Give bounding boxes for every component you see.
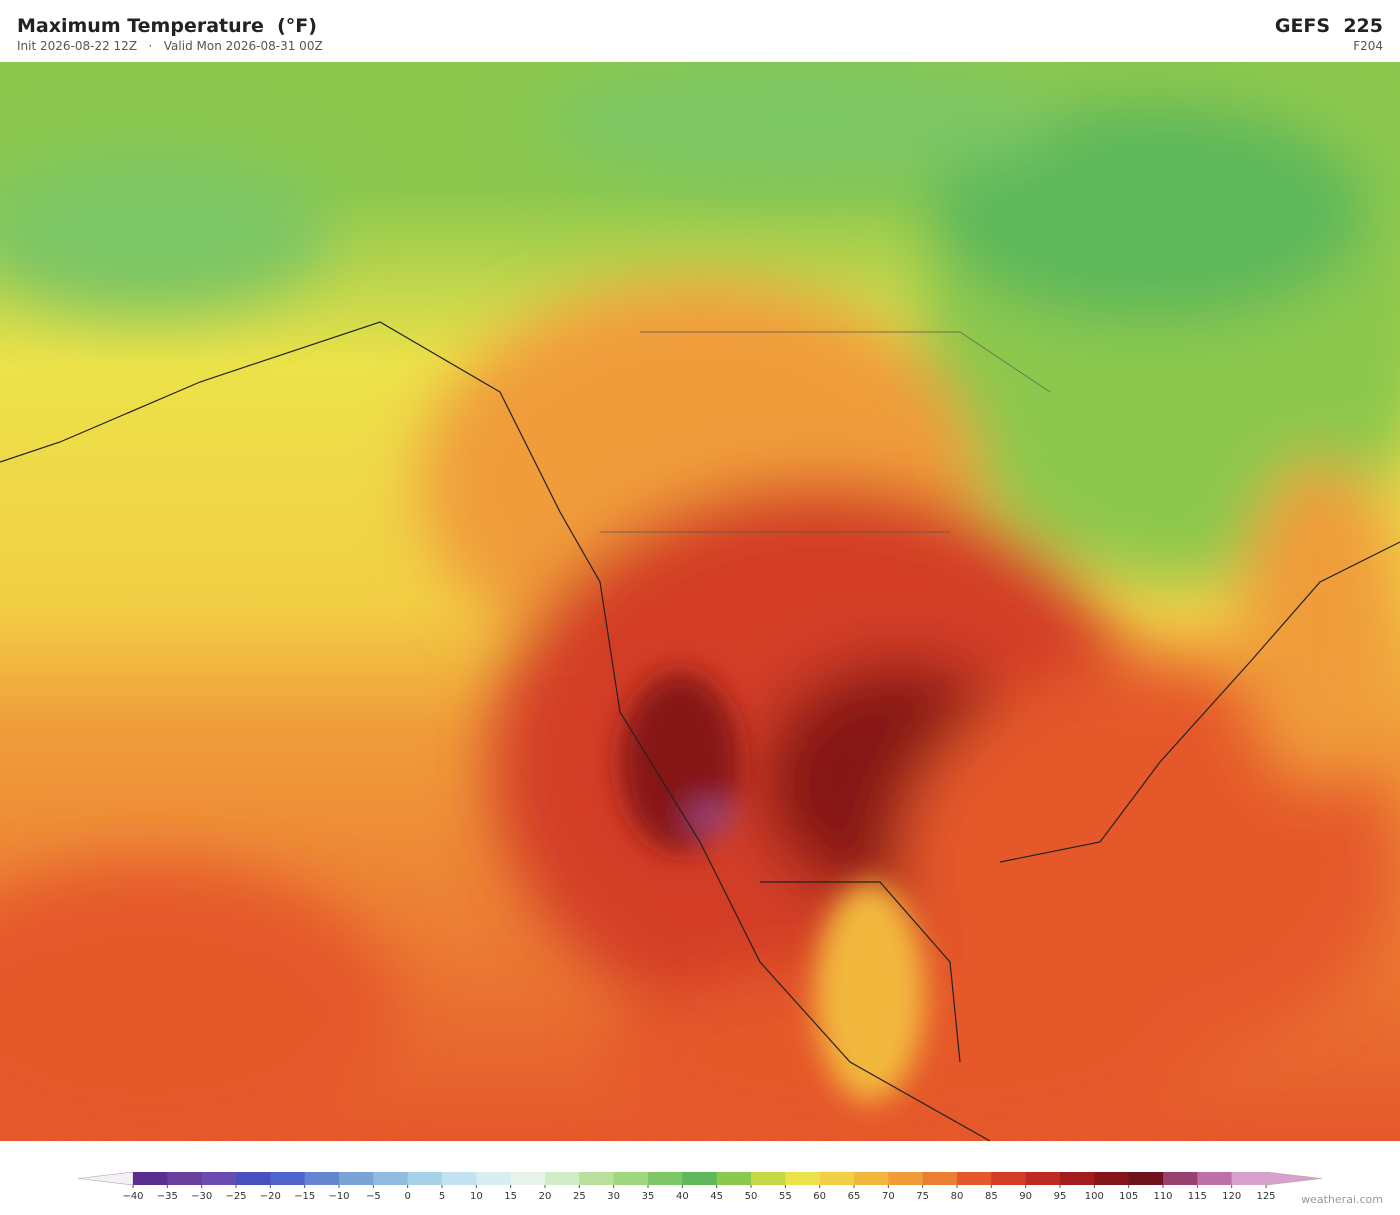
map bbox=[0, 62, 1400, 1141]
colorbar-tick-label: −10 bbox=[328, 1191, 349, 1202]
colorbar-swatch bbox=[613, 1172, 649, 1185]
colorbar-tick-label: 35 bbox=[642, 1191, 655, 1202]
init-time: Init 2026-08-22 12Z bbox=[17, 39, 138, 53]
colorbar-swatch bbox=[545, 1172, 580, 1185]
colorbar-tick-label: 40 bbox=[676, 1191, 689, 1202]
colorbar-tick-label: −20 bbox=[260, 1191, 281, 1202]
colorbar-swatch bbox=[236, 1172, 271, 1185]
colorbar-swatch bbox=[270, 1172, 306, 1185]
colorbar-swatch bbox=[167, 1172, 203, 1185]
colorbar-tick-label: 10 bbox=[470, 1191, 483, 1202]
colorbar-swatch bbox=[922, 1172, 958, 1185]
colorbar-tick-label: 45 bbox=[710, 1191, 723, 1202]
colorbar: −40 −35 −30 −25 −20 −15 −10 −5 0 5 10 15 20 25 30 35 40 4… bbox=[77, 1171, 1323, 1202]
colorbar-tick-label: 120 bbox=[1222, 1191, 1241, 1202]
colorbar-swatch bbox=[682, 1172, 718, 1185]
colorbar-swatch bbox=[751, 1172, 786, 1185]
colorbar-swatch bbox=[442, 1172, 477, 1185]
colorbar-swatch bbox=[133, 1172, 168, 1185]
colorbar-swatch bbox=[373, 1172, 409, 1185]
valid-time: Valid Mon 2026-08-31 00Z bbox=[163, 39, 323, 53]
colorbar-tick-label: 60 bbox=[813, 1191, 826, 1202]
colorbar-tick-label: 80 bbox=[951, 1191, 964, 1202]
colorbar-swatch bbox=[476, 1172, 512, 1185]
colorbar-tick-label: −35 bbox=[157, 1191, 178, 1202]
colorbar-extend-high bbox=[1265, 1171, 1323, 1186]
watermark: weatherai.com bbox=[1301, 1193, 1383, 1206]
colorbar-swatch bbox=[648, 1172, 683, 1185]
colorbar-swatch bbox=[1060, 1172, 1095, 1185]
colorbar-extend-low bbox=[77, 1171, 134, 1186]
colorbar-tick-label: 0 bbox=[404, 1191, 410, 1202]
colorbar-tick-label: 70 bbox=[882, 1191, 895, 1202]
colorbar-swatch bbox=[1163, 1172, 1198, 1185]
title: Maximum Temperature (°F) bbox=[17, 15, 317, 37]
colorbar-swatch bbox=[991, 1172, 1027, 1185]
forecast-hour: F204 bbox=[1353, 39, 1383, 53]
colorbar-swatch bbox=[339, 1172, 374, 1185]
colorbar-tick-label: −5 bbox=[366, 1191, 381, 1202]
colorbar-tick-label: 25 bbox=[573, 1191, 586, 1202]
colorbar-swatch bbox=[785, 1172, 821, 1185]
colorbar-tick-label: −25 bbox=[225, 1191, 246, 1202]
colorbar-tick-label: 95 bbox=[1054, 1191, 1067, 1202]
colorbar-tick-label: 15 bbox=[504, 1191, 517, 1202]
colorbar-tick-label: 115 bbox=[1188, 1191, 1207, 1202]
colorbar-swatch bbox=[716, 1172, 752, 1185]
colorbar-tick-label: 55 bbox=[779, 1191, 792, 1202]
colorbar-swatch bbox=[579, 1172, 615, 1185]
colorbar-tick-label: 30 bbox=[607, 1191, 620, 1202]
colorbar-tick-label: 20 bbox=[539, 1191, 552, 1202]
colorbar-swatch bbox=[1197, 1172, 1233, 1185]
colorbar-tick-label: 50 bbox=[745, 1191, 758, 1202]
colorbar-tick-label: 125 bbox=[1256, 1191, 1275, 1202]
colorbar-swatch bbox=[304, 1172, 340, 1185]
colorbar-tick-label: 90 bbox=[1019, 1191, 1032, 1202]
colorbar-tick-label: 85 bbox=[985, 1191, 998, 1202]
colorbar-tick-label: 5 bbox=[439, 1191, 445, 1202]
colorbar-swatch bbox=[1231, 1172, 1267, 1185]
colorbar-tick-label: −15 bbox=[294, 1191, 315, 1202]
colorbar-tick-label: 110 bbox=[1153, 1191, 1172, 1202]
colorbar-tick-label: 100 bbox=[1085, 1191, 1104, 1202]
colorbar-tick-label: −30 bbox=[191, 1191, 212, 1202]
colorbar-swatch bbox=[510, 1172, 546, 1185]
colorbar-swatch bbox=[1025, 1172, 1061, 1185]
colorbar-swatch bbox=[1094, 1172, 1130, 1185]
colorbar-swatch bbox=[201, 1172, 237, 1185]
colorbar-tick-label: 105 bbox=[1119, 1191, 1138, 1202]
model: GEFS 225 bbox=[1274, 15, 1383, 37]
colorbar-swatch bbox=[819, 1172, 855, 1185]
colorbar-swatch bbox=[407, 1172, 443, 1185]
colorbar-swatch bbox=[888, 1172, 924, 1185]
colorbar-tick-label: 65 bbox=[848, 1191, 861, 1202]
subtitle: Init 2026-08-22 12Z · Valid Mon 2026-08-… bbox=[17, 39, 323, 53]
colorbar-swatch bbox=[1128, 1172, 1164, 1185]
colorbar-tick-label: 75 bbox=[916, 1191, 929, 1202]
colorbar-tick-label: −40 bbox=[122, 1191, 143, 1202]
separator: · bbox=[148, 39, 153, 53]
colorbar-swatch bbox=[957, 1172, 992, 1185]
colorbar-swatch bbox=[854, 1172, 889, 1185]
